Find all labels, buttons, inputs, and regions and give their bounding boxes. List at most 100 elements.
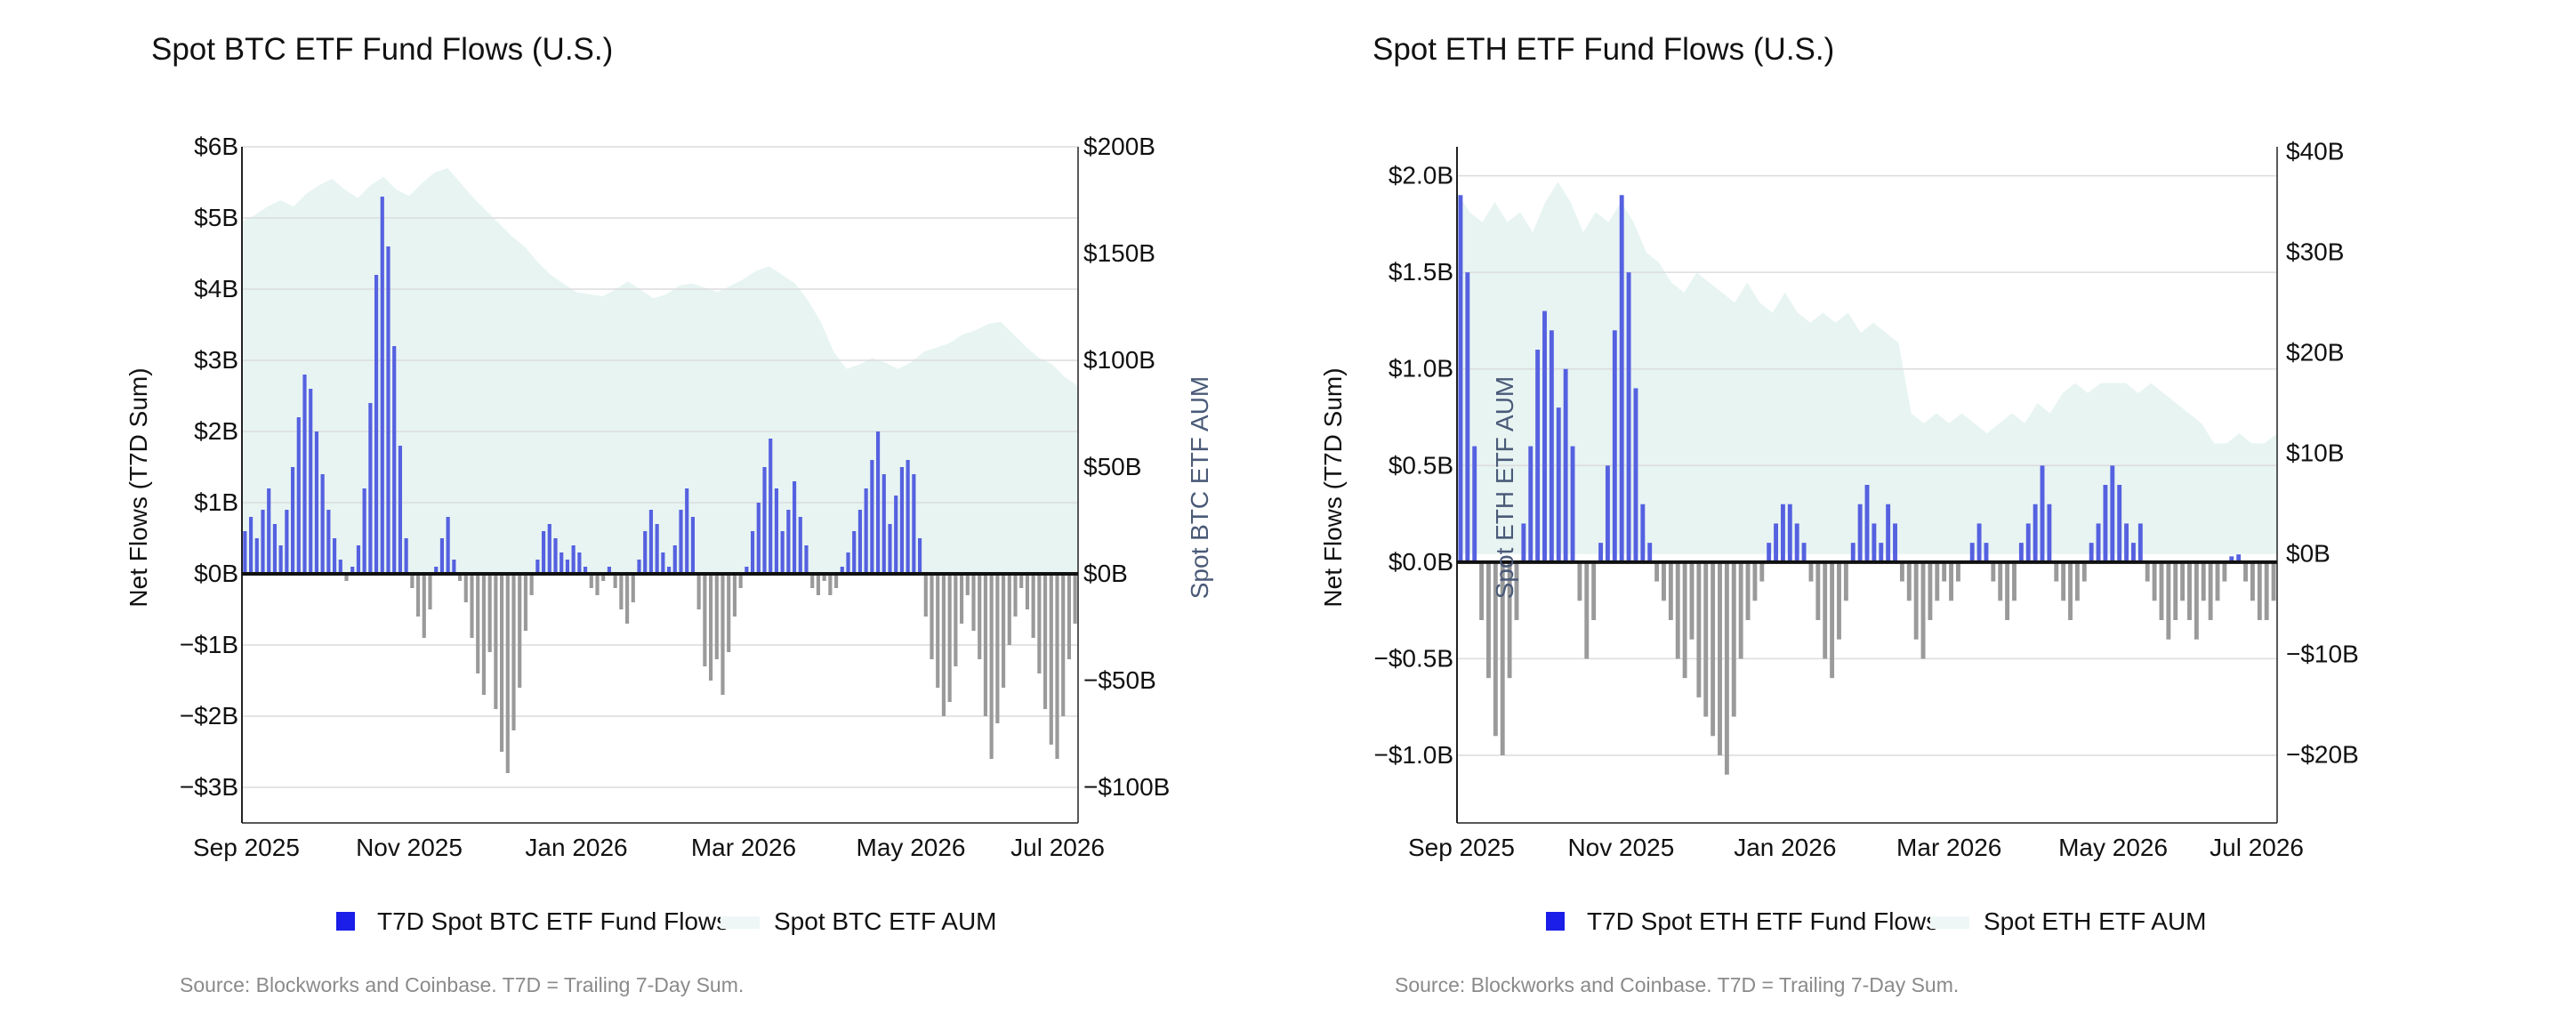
flow-bar xyxy=(1605,465,1610,562)
flow-bar xyxy=(2201,561,2206,601)
flow-bar xyxy=(254,538,259,574)
flow-bar xyxy=(1928,561,1933,620)
flow-bar xyxy=(415,574,421,617)
flow-bar xyxy=(338,560,342,574)
y-tick-label: $2.0B xyxy=(1389,162,1453,189)
y2-tick-label: −$50B xyxy=(1083,666,1156,694)
flow-bar xyxy=(410,574,415,588)
flow-bar xyxy=(2110,465,2115,562)
flow-bar xyxy=(565,560,570,574)
flow-bar xyxy=(833,574,839,588)
x-tick-label: May 2026 xyxy=(2058,834,2168,861)
flow-bar xyxy=(2180,561,2186,601)
flow-bar xyxy=(380,197,384,574)
flow-bar xyxy=(457,574,463,581)
y2-tick-label: $100B xyxy=(1083,346,1155,374)
flow-bar xyxy=(428,574,432,609)
flow-bar xyxy=(2068,561,2073,620)
eth-etf-chart: $2.0B $1.5B $1.0B $0.5B $0.0B −$0.5B −$1.0B $40… xyxy=(1319,32,2359,996)
x-tick-label: Mar 2026 xyxy=(1896,834,2001,861)
flow-bar xyxy=(1991,561,1996,582)
flow-bar xyxy=(804,545,809,574)
flow-bar xyxy=(1872,523,1877,562)
flow-bar xyxy=(1956,561,1960,582)
legend-aum-label: Spot ETH ETF AUM xyxy=(1984,907,2207,935)
y-tick-label: $3B xyxy=(194,346,238,374)
flow-bar xyxy=(1668,561,1673,620)
y-tick-label: $1B xyxy=(194,488,238,516)
flow-bar xyxy=(607,567,612,574)
flow-bar xyxy=(2074,561,2080,601)
flow-bar xyxy=(2061,561,2066,601)
flow-bar xyxy=(1577,561,1582,601)
y2-tick-label: $10B xyxy=(2286,439,2344,467)
flow-bar xyxy=(941,574,946,716)
flow-bar xyxy=(1703,561,1709,717)
flow-bar xyxy=(2040,465,2045,562)
flow-bar xyxy=(1549,330,1554,562)
flow-bar xyxy=(1830,561,1835,679)
y-tick-label: $5B xyxy=(194,204,238,231)
flow-bar xyxy=(332,538,337,574)
flow-bar xyxy=(703,574,707,666)
y2-tick-label: $40B xyxy=(2286,138,2344,165)
flow-bar xyxy=(624,574,630,624)
y-tick-label: $0B xyxy=(194,560,238,587)
flow-bar xyxy=(888,524,892,574)
y2-tick-label: $150B xyxy=(1083,239,1155,267)
flow-bar xyxy=(470,574,474,638)
flow-bar xyxy=(2159,561,2164,620)
flow-bar xyxy=(816,574,821,595)
flow-bar xyxy=(1598,543,1603,562)
flow-bar xyxy=(959,574,964,624)
flow-bar xyxy=(601,574,606,581)
flow-bar xyxy=(1682,561,1687,679)
x-tick-label: Jul 2026 xyxy=(1010,834,1105,861)
flow-bar xyxy=(2250,561,2255,601)
x-tick-label: Jul 2026 xyxy=(2210,834,2304,861)
flow-bar xyxy=(870,460,874,574)
flow-bar xyxy=(290,467,295,574)
flow-bar xyxy=(481,574,487,695)
flow-bar xyxy=(1949,561,1954,601)
flow-bar xyxy=(1767,543,1772,562)
y2-tick-label: $200B xyxy=(1083,133,1155,160)
flow-bar xyxy=(446,517,450,574)
flow-bar xyxy=(2271,561,2276,601)
flow-bar xyxy=(1794,523,1799,562)
flow-bar xyxy=(1808,561,1814,582)
flow-bar xyxy=(439,538,445,574)
flow-bar xyxy=(2222,561,2227,582)
flow-bar xyxy=(296,417,301,574)
flow-bar xyxy=(553,538,558,574)
flow-bar xyxy=(1823,561,1828,659)
flow-bar xyxy=(720,574,725,695)
y-tick-label: $0.5B xyxy=(1389,451,1453,479)
flow-bar xyxy=(1759,561,1765,582)
flow-bar xyxy=(613,574,617,588)
flow-bar xyxy=(1718,561,1722,755)
legend-flows-label: T7D Spot ETH ETF Fund Flows xyxy=(1587,907,1938,935)
flow-bar xyxy=(1001,574,1006,688)
flow-bar xyxy=(272,524,278,574)
flow-bar xyxy=(541,531,546,574)
y-tick-label: $4B xyxy=(194,275,238,302)
btc-etf-chart: $6B $5B $4B $3B $2B $1B $0B −$1B −$2B −$3B $200B $1… xyxy=(125,32,1213,996)
source-note: Source: Blockworks and Coinbase. T7D = T… xyxy=(1395,973,1959,996)
flow-bar xyxy=(463,574,468,602)
flow-bar xyxy=(1535,350,1541,562)
flow-bar xyxy=(2131,543,2136,562)
flow-bar xyxy=(571,545,576,574)
flow-bar xyxy=(350,567,355,574)
flow-bar xyxy=(2236,554,2242,562)
flow-bar xyxy=(518,574,522,688)
flow-bar xyxy=(261,510,265,574)
flow-bar xyxy=(1662,561,1666,601)
legend-flows-swatch xyxy=(1546,912,1565,931)
flow-bar xyxy=(1049,574,1053,745)
flow-bar xyxy=(661,552,665,574)
flow-bar xyxy=(2152,561,2157,601)
legend-aum-swatch xyxy=(720,916,760,929)
flow-bar xyxy=(1493,561,1498,737)
flow-bar xyxy=(881,474,886,574)
